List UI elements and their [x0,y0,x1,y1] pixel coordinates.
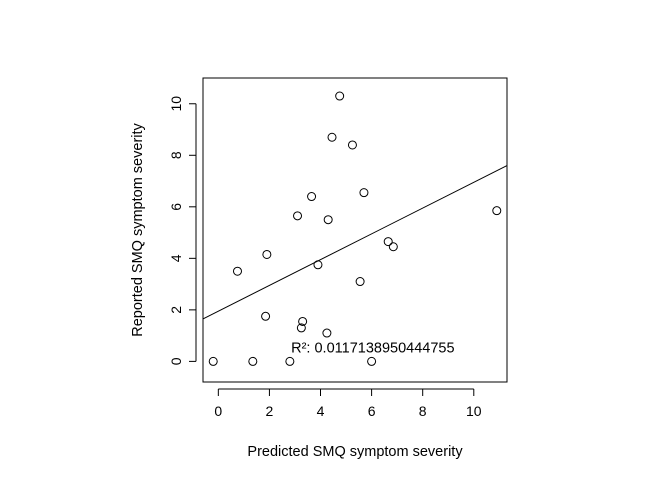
x-tick-label: 6 [368,403,376,419]
fit-line-layer [203,165,507,320]
data-point [492,206,502,216]
points-layer [208,91,502,366]
x-tick-label: 0 [214,403,222,419]
y-tick-label: 8 [168,151,184,159]
x-tick-label: 10 [466,403,482,419]
data-point [296,323,306,333]
data-point [388,242,398,252]
y-tick-label: 4 [168,254,184,262]
y-tick-label: 2 [168,306,184,314]
y-tick-label: 0 [168,357,184,365]
r-squared-annotation: R²: 0.0117138950444755 [291,340,454,356]
data-point [367,356,377,366]
data-point [383,237,393,247]
data-point [285,356,295,366]
y-tick-label: 6 [168,203,184,211]
y-tick-label: 10 [168,96,184,112]
x-axis-title: Predicted SMQ symptom severity [247,444,463,460]
data-point [323,215,333,225]
data-point [347,140,357,150]
data-point [307,192,317,202]
data-point [327,132,337,142]
x-tick-label: 2 [266,403,274,419]
x-tick-label: 4 [317,403,325,419]
y-axis: 0 2 4 6 8 10 [168,96,197,365]
data-point [322,328,332,338]
regression-line [203,165,507,320]
data-point [262,249,272,259]
data-point [248,356,258,366]
data-point [313,260,323,270]
data-point [232,266,242,276]
data-point [261,311,271,321]
x-tick-label: 8 [419,403,427,419]
y-axis-title: Reported SMQ symptom severity [130,122,146,336]
data-point [293,211,303,221]
plot-frame [202,77,508,383]
x-axis: 0 2 4 6 8 10 [214,388,482,419]
data-point [355,277,365,287]
data-point [298,316,308,326]
data-point [335,91,345,101]
data-point [359,188,369,198]
data-point [208,356,218,366]
